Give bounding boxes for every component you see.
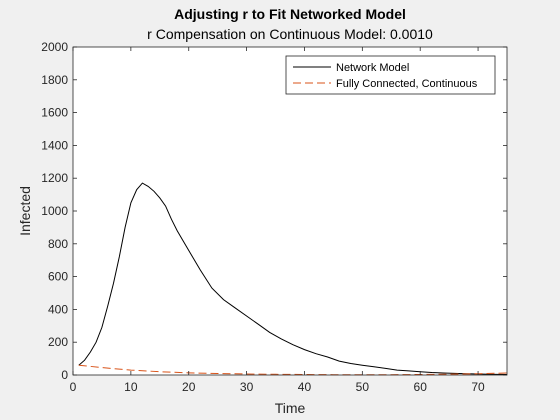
y-tick-label: 1600: [41, 106, 68, 120]
x-tick-label: 50: [356, 380, 370, 394]
chart-subtitle: r Compensation on Continuous Model: 0.00…: [147, 26, 433, 42]
y-tick-label: 400: [48, 302, 68, 316]
series-layer: [78, 182, 508, 376]
y-tick-label: 1800: [41, 73, 68, 87]
y-tick-label: 1200: [41, 171, 68, 185]
x-tick-label: 0: [70, 380, 77, 394]
y-axis-label: Infected: [17, 186, 33, 236]
x-tick-label: 60: [414, 380, 428, 394]
x-axis-label: Time: [275, 400, 306, 416]
x-tick-label: 20: [182, 380, 196, 394]
x-tick-label: 10: [124, 380, 138, 394]
x-tick-label: 40: [298, 380, 312, 394]
y-tick-label: 0: [61, 368, 68, 382]
legend-label-network-model: Network Model: [336, 62, 409, 74]
y-axis: 0 200 400 600 800 1000 1200 1400 1600 1800 2000: [41, 40, 507, 382]
x-tick-label: 30: [240, 380, 254, 394]
x-axis: 0 10 20 30 40 50 60 70: [70, 47, 485, 394]
y-tick-label: 1000: [41, 204, 68, 218]
legend: Network Model Fully Connected, Continuou…: [285, 55, 496, 95]
legend-label-fully-connected: Fully Connected, Continuous: [336, 78, 478, 90]
chart-title: Adjusting r to Fit Networked Model: [174, 6, 406, 22]
legend-box: [285, 55, 496, 95]
series-line-0: [78, 182, 508, 375]
plot-area: [73, 47, 507, 375]
y-tick-label: 800: [48, 237, 68, 251]
y-tick-label: 2000: [41, 40, 68, 54]
x-tick-label: 70: [471, 380, 485, 394]
y-tick-label: 600: [48, 270, 68, 284]
series-line-1: [78, 364, 508, 376]
y-tick-label: 200: [48, 335, 68, 349]
y-tick-label: 1400: [41, 138, 68, 152]
